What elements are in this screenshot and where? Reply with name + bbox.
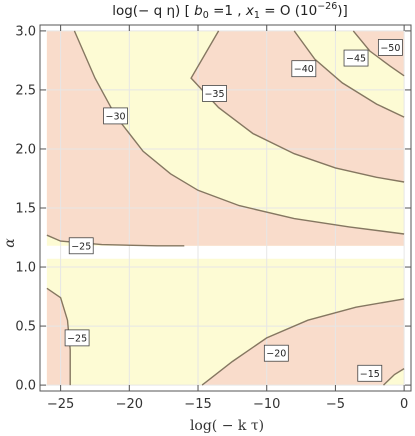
title-x-exponent: −26 <box>317 1 337 12</box>
title-b-symbol: b <box>194 3 203 19</box>
title-x-value: = O (10 <box>260 3 317 19</box>
y-tick-label: 3.0 <box>15 24 36 39</box>
contour-label-box <box>202 85 227 102</box>
y-tick-label: 0.0 <box>15 379 36 394</box>
contour-label: −15 <box>360 369 380 380</box>
x-axis-label: log( − k τ) <box>190 418 264 434</box>
contour-band <box>202 298 405 386</box>
contour-label: −45 <box>346 54 366 65</box>
contour-label: −30 <box>106 111 126 122</box>
contour-label: −20 <box>266 349 286 360</box>
chart-title: log(− q η) [ b0 =1 , x1 = O (10−26)] <box>112 1 348 21</box>
y-tick-label: 2.0 <box>15 142 36 157</box>
title-x-symbol: x <box>245 3 255 19</box>
contour-line <box>293 30 405 118</box>
contour-label-box <box>291 60 317 78</box>
title-b-subscript: 0 <box>203 10 209 21</box>
title-x-subscript: 1 <box>254 10 260 21</box>
x-tick-label: −5 <box>326 397 345 412</box>
y-axis-label: α <box>2 238 18 248</box>
contour-line <box>46 234 185 247</box>
contour-line <box>383 368 405 386</box>
contour-label-box <box>343 49 369 67</box>
x-tick-label: −20 <box>116 397 143 412</box>
y-tick-label: 2.5 <box>15 83 36 98</box>
contour-label-box <box>263 344 289 362</box>
contour-line <box>201 298 405 386</box>
title-suffix: )] <box>337 3 348 19</box>
contour-band <box>46 30 405 246</box>
y-tick-label: 0.5 <box>15 320 36 335</box>
contour-label: −35 <box>204 89 224 100</box>
contour-band <box>46 288 71 386</box>
contour-label: −25 <box>67 333 87 344</box>
contour-label: −50 <box>380 43 400 54</box>
x-tick-label: 0 <box>400 397 408 412</box>
plot-area: −25−30−35−40−45−50−25−20−15−25 −20 −15 −10−… <box>15 24 412 412</box>
contour-label-box <box>357 364 383 382</box>
x-tick-label: −15 <box>184 397 211 412</box>
contour-band <box>191 30 405 183</box>
contour-line <box>73 30 405 235</box>
contour-label-box <box>377 39 403 56</box>
title-prefix: log(− q η) [ <box>112 3 194 19</box>
y-tick-label: 1.0 <box>15 261 36 276</box>
x-tick-label: −25 <box>47 397 74 412</box>
x-tick-label: −10 <box>253 397 280 412</box>
contour-label-box <box>103 107 128 125</box>
contour-label: −25 <box>71 241 91 252</box>
contour-label-box <box>64 329 90 347</box>
contour-label: −40 <box>294 64 314 75</box>
contour-label-box <box>68 237 94 255</box>
y-tick-label: 1.5 <box>15 202 36 217</box>
contour-line <box>46 287 71 386</box>
contour-line <box>352 30 405 77</box>
contour-line <box>190 30 405 183</box>
title-b-value: =1 , <box>209 3 246 19</box>
